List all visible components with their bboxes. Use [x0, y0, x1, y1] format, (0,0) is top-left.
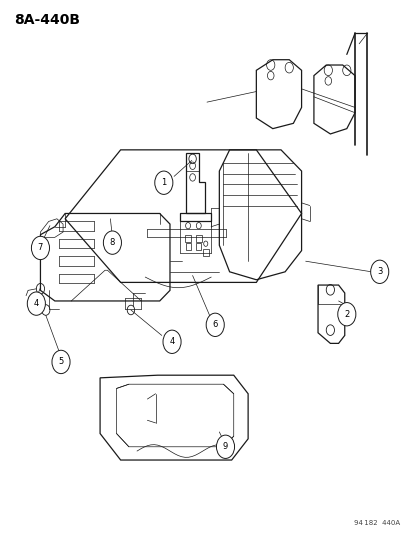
Circle shape [216, 435, 234, 458]
Circle shape [163, 330, 180, 353]
Text: 8A-440B: 8A-440B [14, 13, 80, 27]
Text: 9: 9 [222, 442, 228, 451]
Circle shape [154, 171, 173, 195]
Text: 1: 1 [161, 178, 166, 187]
Circle shape [103, 231, 121, 254]
Text: 2: 2 [343, 310, 349, 319]
Text: 6: 6 [212, 320, 217, 329]
Text: 4: 4 [169, 337, 174, 346]
Circle shape [52, 350, 70, 374]
Text: 8: 8 [109, 238, 115, 247]
Circle shape [370, 260, 388, 284]
Text: 5: 5 [58, 358, 64, 367]
Text: 94 182  440A: 94 182 440A [353, 520, 399, 526]
Text: 7: 7 [38, 244, 43, 253]
Circle shape [27, 292, 45, 316]
Circle shape [206, 313, 224, 336]
Text: 3: 3 [376, 268, 382, 276]
Circle shape [337, 303, 355, 326]
Circle shape [31, 236, 50, 260]
Text: 4: 4 [33, 299, 39, 308]
